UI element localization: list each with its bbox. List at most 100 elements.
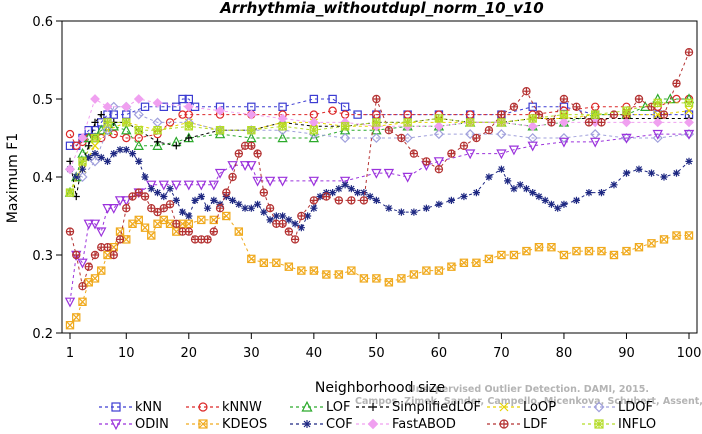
data-point-simplified-lof — [185, 134, 193, 142]
data-point-ldf — [497, 110, 506, 119]
data-point-odin — [64, 297, 76, 308]
data-point-cof — [166, 185, 174, 193]
x-tick-label: 50 — [368, 346, 385, 361]
data-point-cof — [529, 189, 537, 197]
data-point-kdeos — [222, 211, 231, 221]
data-point-k-nn — [309, 94, 319, 104]
data-point-cof — [672, 169, 681, 177]
legend-marker — [110, 419, 122, 431]
legend-item-ldf: LDF — [487, 417, 548, 432]
data-point-cof — [153, 189, 162, 197]
data-point-lof — [277, 132, 288, 143]
data-point-cof — [197, 192, 205, 201]
x-axis-label: Neighborhood size — [315, 380, 445, 396]
data-point-cof — [585, 189, 593, 197]
data-point-odin — [158, 180, 169, 191]
data-point-odin — [96, 227, 107, 238]
legend-label: LDOF — [618, 400, 653, 415]
data-point-cof — [110, 150, 118, 158]
data-point-kdeos — [509, 250, 519, 260]
data-point-odin — [652, 129, 663, 140]
data-point-cof — [272, 212, 280, 220]
legend-marker — [499, 419, 509, 429]
data-point-odin — [171, 180, 182, 191]
data-point-kdeos — [659, 235, 669, 244]
x-tick-label: 30 — [243, 346, 260, 361]
data-point-cof — [97, 153, 105, 162]
x-tick-label: 70 — [493, 346, 510, 361]
data-point-inflo — [403, 118, 412, 127]
legend-item-ldof: LDOF — [582, 400, 653, 415]
data-point-odin — [214, 168, 226, 179]
data-point-ldof — [77, 171, 88, 183]
data-point-kdeos — [647, 239, 656, 248]
data-point-inflo — [153, 125, 162, 135]
data-point-cof — [341, 181, 349, 189]
data-point-cof — [560, 200, 568, 208]
data-point-cof — [128, 150, 137, 158]
data-point-odin — [383, 168, 395, 179]
legend-marker — [369, 403, 377, 411]
data-point-kdeos — [234, 227, 244, 236]
data-point-inflo — [90, 133, 100, 143]
data-point-inflo — [134, 125, 143, 135]
x-tick-label: 60 — [431, 346, 448, 361]
legend-marker — [303, 420, 311, 428]
data-point-ldf — [434, 164, 444, 174]
data-point-cof — [103, 157, 112, 165]
y-tick-label: 0.2 — [32, 327, 53, 342]
data-point-cof — [303, 212, 312, 220]
series-line-lof — [69, 98, 689, 193]
data-point-lof — [77, 147, 88, 158]
data-point-cof — [172, 196, 180, 204]
data-point-cof — [147, 185, 155, 193]
data-point-kdeos — [484, 254, 494, 264]
data-point-ldf — [609, 110, 619, 119]
data-point-ldf — [597, 118, 606, 127]
data-point-k-nn — [65, 141, 75, 150]
data-point-odin — [196, 180, 207, 191]
data-point-kdeos — [78, 297, 87, 307]
data-point-ldf — [447, 149, 456, 158]
data-point-ldf — [153, 207, 162, 217]
legend-label: KDEOS — [222, 417, 267, 432]
data-point-ldof — [465, 129, 476, 140]
data-point-odin — [108, 204, 119, 214]
data-point-cof — [472, 189, 481, 197]
data-point-ldf — [309, 196, 319, 205]
data-point-kdeos — [547, 243, 556, 252]
data-point-kdeos — [90, 274, 100, 283]
data-point-kdeos — [409, 270, 419, 279]
data-point-ldf — [122, 203, 131, 213]
data-point-kdeos — [297, 266, 306, 275]
series-line-odin — [69, 133, 689, 302]
data-point-cof — [597, 189, 606, 197]
data-point-cof — [410, 208, 418, 216]
y-axis-label: Maximum F1 — [5, 133, 21, 223]
data-point-ldf — [372, 94, 381, 104]
data-point-odin — [252, 176, 263, 187]
legend-marker — [301, 400, 313, 412]
data-point-odin — [114, 196, 126, 207]
data-point-kdeos — [247, 254, 256, 264]
data-point-ldf — [509, 102, 519, 112]
data-point-cof — [235, 200, 243, 208]
x-tick-label: 1 — [66, 346, 74, 361]
data-point-cof — [460, 192, 468, 201]
data-point-ldf — [209, 227, 219, 236]
legend-label: kNN — [135, 400, 162, 415]
data-point-cof — [253, 200, 262, 208]
data-point-odin — [508, 145, 520, 156]
data-point-ldf — [78, 282, 87, 291]
data-point-k-nn — [340, 102, 350, 111]
y-axis: 0.2 0.3 0.4 0.5 0.6 — [32, 15, 62, 342]
x-tick-label: 80 — [556, 346, 573, 361]
data-point-cof — [260, 208, 268, 216]
data-point-cof — [547, 200, 556, 208]
data-point-ldf — [134, 188, 143, 197]
data-point-odin — [402, 172, 413, 183]
data-point-simplified-lof — [97, 111, 105, 119]
data-point-kdeos — [609, 250, 619, 260]
data-point-inflo — [247, 125, 256, 135]
y-tick-label: 0.4 — [32, 171, 53, 186]
